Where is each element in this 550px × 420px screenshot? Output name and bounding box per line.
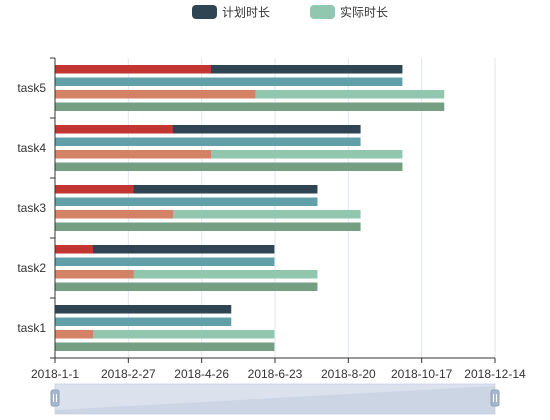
bar-task1-计划时长 — [55, 305, 232, 314]
x-tick-label: 2018-2-27 — [101, 367, 156, 381]
bar-task4-计划时长 — [55, 125, 361, 134]
bar-task1-plan-duration — [55, 317, 232, 326]
bar-task5-计划时长 — [55, 65, 403, 74]
bar-task2-实际时长 — [55, 270, 318, 279]
x-tick-label: 2018-6-23 — [248, 367, 303, 381]
x-tick-label: 2018-4-26 — [174, 367, 229, 381]
legend-item-2[interactable]: 实际时长 — [310, 5, 388, 20]
bar-task5-plan-elapsed — [55, 65, 211, 74]
bar-task3-实际时长 — [55, 210, 361, 219]
zoom-shadow — [55, 386, 495, 414]
x-tick-label: 2018-8-20 — [321, 367, 376, 381]
legend-item-1[interactable]: 计划时长 — [192, 5, 270, 20]
y-tick-label: task4 — [17, 141, 46, 155]
zoom-handle-right[interactable] — [490, 389, 500, 407]
bar-task2-plan-duration — [55, 257, 275, 266]
y-tick-label: task3 — [17, 201, 46, 215]
data-zoom-slider[interactable] — [50, 383, 500, 415]
x-tick-label: 2018-12-14 — [464, 367, 526, 381]
bar-task2-计划时长 — [55, 245, 275, 254]
x-tick-label: 2018-10-17 — [391, 367, 453, 381]
bar-task5-plan-duration — [55, 77, 403, 86]
x-tick-label: 2018-1-1 — [31, 367, 79, 381]
bar-task2-actual-elapsed — [55, 270, 134, 279]
bar-task1-actual-elapsed — [55, 330, 94, 339]
y-tick-label: task1 — [17, 321, 46, 335]
bar-task4-plan-duration — [55, 137, 361, 146]
legend-label: 实际时长 — [340, 5, 388, 20]
legend-label: 计划时长 — [222, 6, 270, 20]
bar-task1-actual-duration — [55, 342, 275, 351]
bar-task3-plan-elapsed — [55, 185, 134, 194]
bar-task4-actual-elapsed — [55, 150, 211, 159]
zoom-handle-left[interactable] — [50, 389, 60, 407]
bar-task4-实际时长 — [55, 150, 403, 159]
bar-task3-计划时长 — [55, 185, 318, 194]
legend[interactable]: 计划时长 实际时长 — [192, 5, 388, 20]
y-tick-label: task5 — [17, 81, 46, 95]
bar-task3-plan-duration — [55, 197, 318, 206]
bar-task1-实际时长 — [55, 330, 275, 339]
bar-task5-actual-elapsed — [55, 90, 256, 99]
axes: task1 task2 task3 task4 task5 2018-1-1 2018-2-… — [17, 57, 526, 381]
y-tick-label: task2 — [17, 261, 46, 275]
bars — [55, 65, 445, 351]
bar-task5-actual-duration — [55, 102, 445, 111]
bar-task3-actual-elapsed — [55, 210, 173, 219]
legend-swatch — [192, 5, 217, 19]
zoom-window — [55, 384, 495, 414]
legend-swatch — [310, 5, 335, 19]
bar-task2-plan-elapsed — [55, 245, 94, 254]
bar-task2-actual-duration — [55, 282, 318, 291]
bar-task4-plan-elapsed — [55, 125, 173, 134]
bar-task4-actual-duration — [55, 162, 403, 171]
bar-task3-actual-duration — [55, 222, 361, 231]
